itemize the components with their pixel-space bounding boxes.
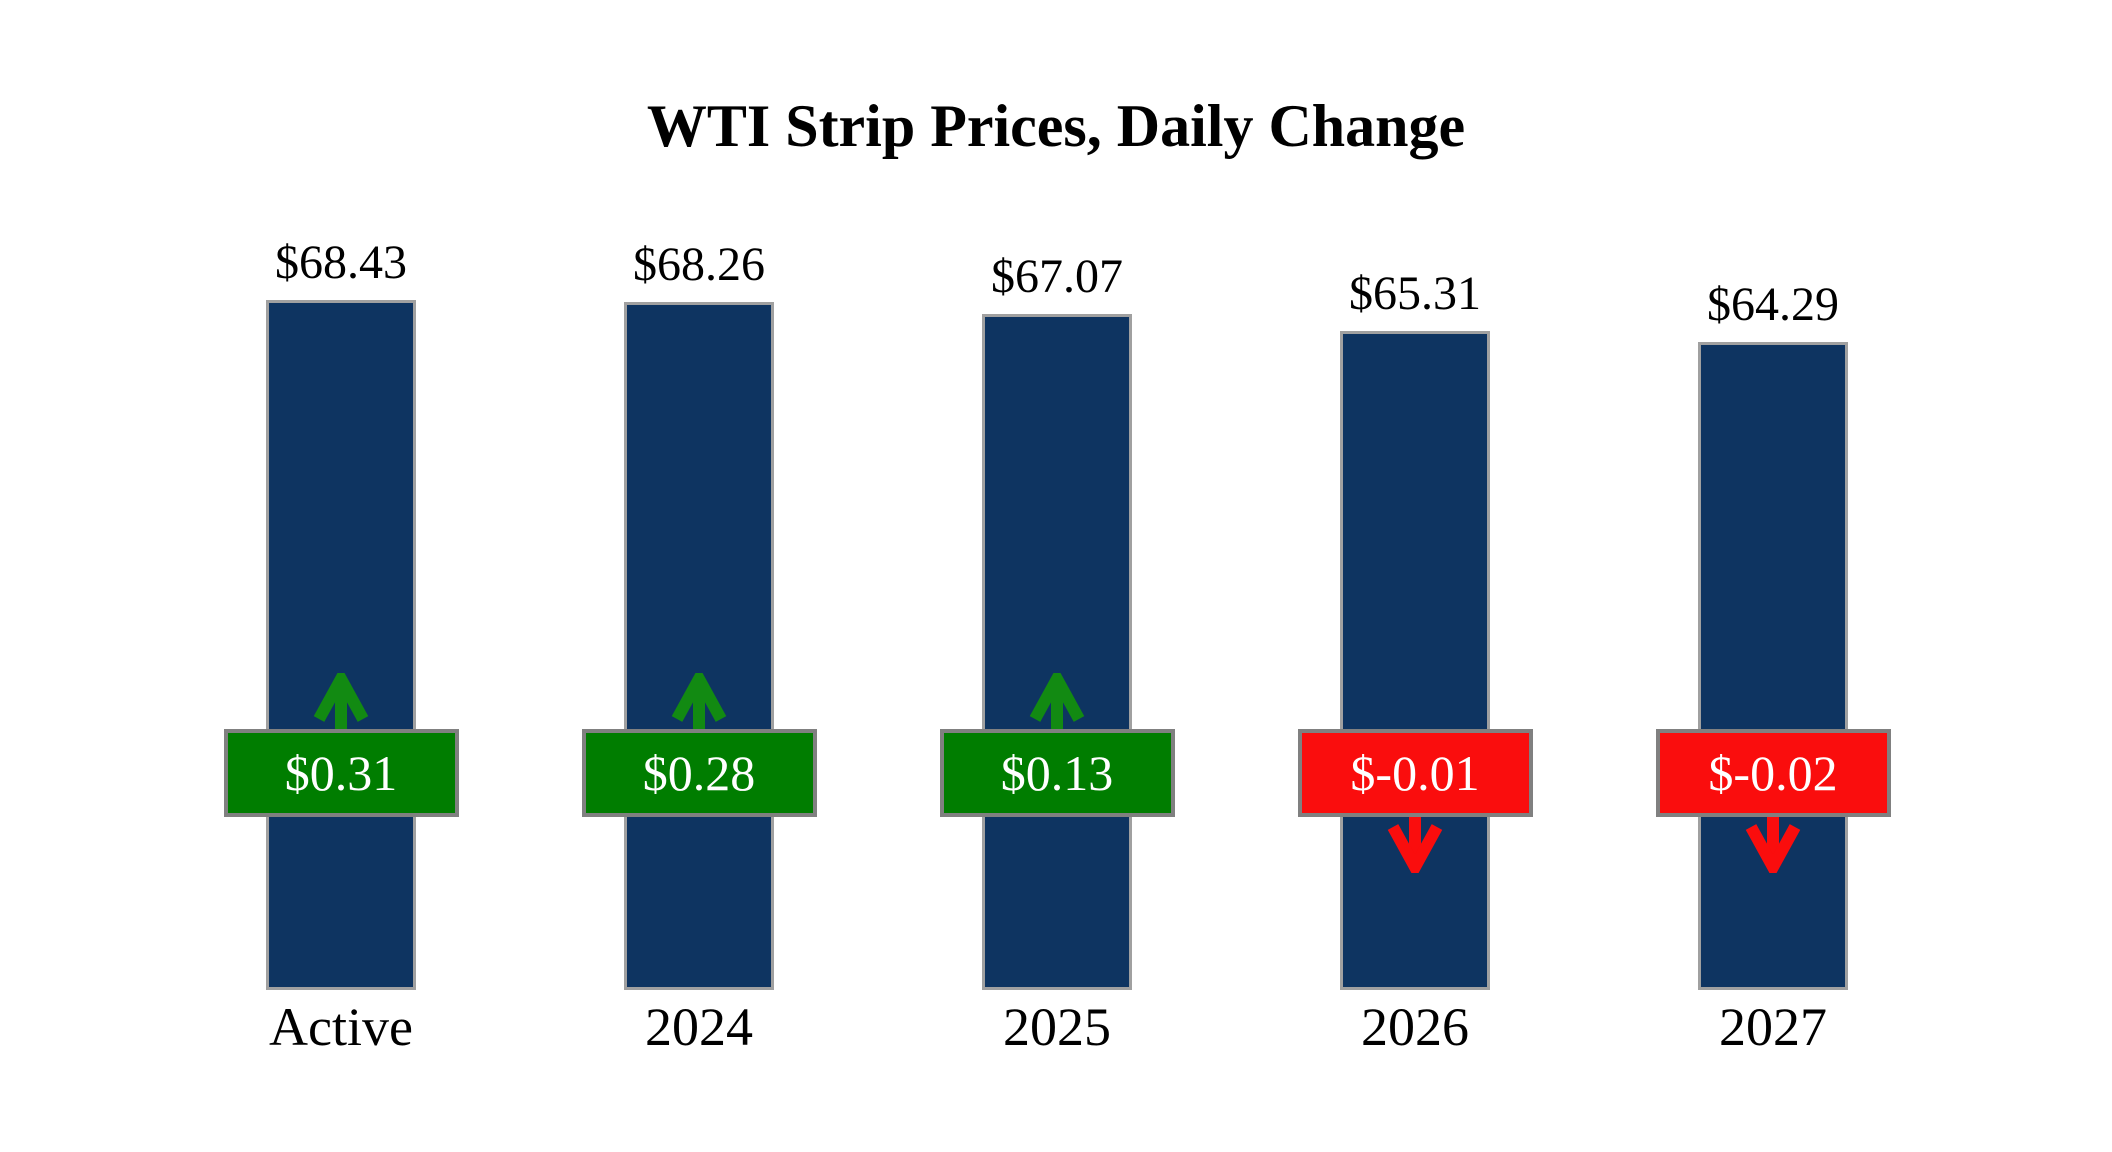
bar: [1698, 342, 1848, 990]
bar: [266, 300, 416, 990]
category-label: 2025: [1003, 997, 1111, 1057]
bar: [624, 302, 774, 990]
chart-title: WTI Strip Prices, Daily Change: [646, 93, 1466, 159]
down-arrow-icon: [1745, 817, 1801, 873]
category-label: 2026: [1361, 997, 1469, 1057]
bar-value-label: $68.43: [275, 236, 407, 289]
bar-value-label: $65.31: [1349, 267, 1481, 320]
category-label: Active: [269, 997, 413, 1057]
change-badge: $0.13: [939, 729, 1175, 817]
bar: [1340, 331, 1490, 990]
change-badge: $-0.02: [1655, 729, 1891, 817]
down-arrow-icon: [1387, 817, 1443, 873]
bar-value-label: $68.26: [633, 238, 765, 291]
category-label: 2024: [645, 997, 753, 1057]
bar-value-label: $64.29: [1707, 278, 1839, 331]
up-arrow-icon: [313, 673, 369, 729]
up-arrow-icon: [1029, 673, 1085, 729]
change-badge: $-0.01: [1297, 729, 1533, 817]
change-badge: $0.31: [223, 729, 459, 817]
category-label: 2027: [1719, 997, 1827, 1057]
change-badge: $0.28: [581, 729, 817, 817]
bar: [982, 314, 1132, 990]
up-arrow-icon: [671, 673, 727, 729]
bar-value-label: $67.07: [991, 250, 1123, 303]
